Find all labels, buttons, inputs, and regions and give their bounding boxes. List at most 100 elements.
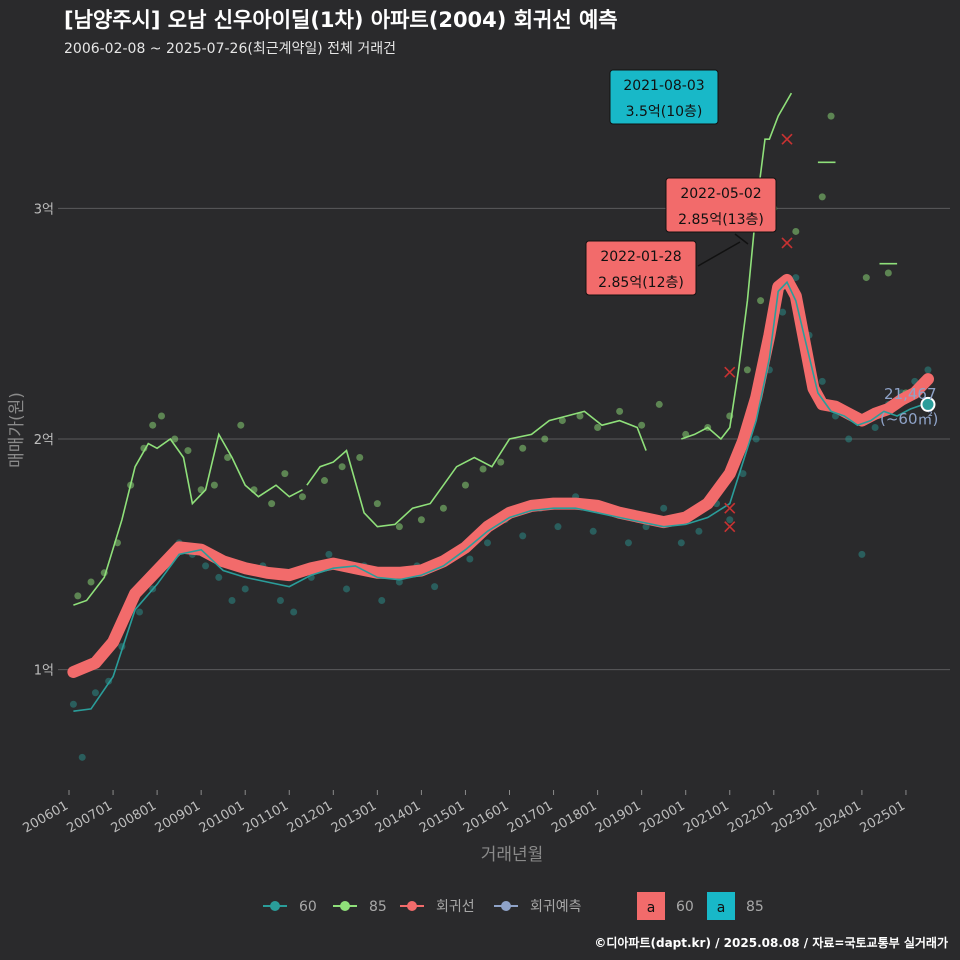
series-line-regression — [67, 273, 934, 678]
data-point-85 — [743, 366, 751, 374]
legend-label-swatch — [637, 892, 665, 920]
legend-marker — [340, 901, 350, 911]
callout-leader — [734, 233, 749, 245]
data-point-85 — [338, 463, 346, 471]
highlight-cross — [724, 366, 736, 378]
legend-marker — [407, 901, 417, 911]
data-point-60 — [325, 550, 333, 558]
data-point-60 — [91, 689, 99, 697]
legend-item-forecast: 회귀예측 — [494, 899, 582, 915]
highlight-cross — [724, 521, 736, 533]
x-tick-label: 202501 — [857, 798, 907, 836]
data-point-85 — [616, 407, 624, 415]
data-point-85 — [497, 458, 505, 466]
data-point-60 — [554, 523, 562, 531]
data-point-85 — [655, 400, 663, 408]
legend: 60 85 회귀선 회귀예측 a 60 a 85 — [263, 892, 764, 920]
x-tick-label: 200901 — [153, 798, 203, 836]
x-tick-label: 201101 — [241, 798, 291, 836]
data-point-60 — [792, 274, 800, 282]
data-point-85 — [87, 578, 95, 586]
legend-item-85: 85 — [333, 899, 387, 915]
data-point-85 — [818, 193, 826, 201]
legend-item-60: 60 — [263, 899, 317, 915]
x-tick-label: 201201 — [285, 798, 335, 836]
x-tick-label: 201401 — [373, 798, 423, 836]
x-tick-label: 200801 — [109, 798, 159, 836]
legend-label: 회귀예측 — [530, 899, 582, 915]
legend-label-glyph: a — [717, 900, 726, 916]
data-point-85 — [827, 112, 835, 120]
y-tick-label: 3억 — [34, 202, 54, 217]
legend-label: 회귀선 — [436, 899, 475, 915]
data-point-85 — [757, 297, 765, 305]
data-point-60 — [135, 608, 143, 616]
data-point-60 — [726, 516, 734, 524]
highlight-layer — [724, 133, 936, 533]
callout-box — [609, 69, 719, 125]
x-tick-label: 201701 — [505, 798, 555, 836]
data-point-60 — [858, 550, 866, 558]
x-axis: 2006012007012008012009012010012011012012… — [21, 790, 908, 836]
data-point-60 — [845, 435, 853, 443]
data-point-60 — [202, 562, 210, 570]
data-point-60 — [818, 377, 826, 385]
data-point-60 — [215, 573, 223, 581]
data-point-60 — [241, 585, 249, 593]
callout-date: 2022-01-28 — [600, 249, 681, 265]
callout-date: 2022-05-02 — [680, 186, 761, 202]
data-point-85 — [594, 424, 602, 431]
data-point-85 — [461, 481, 469, 489]
highlight-cross — [781, 133, 793, 145]
callout-box — [585, 240, 697, 296]
data-point-85 — [638, 421, 646, 429]
data-point-60 — [343, 585, 351, 593]
grid — [58, 207, 950, 671]
data-point-60 — [466, 555, 474, 563]
data-point-60 — [624, 539, 632, 547]
data-point-60 — [871, 424, 879, 431]
legend-label-item-85: a 85 — [707, 892, 764, 920]
callout-date: 2021-08-03 — [623, 78, 704, 94]
series-line-85 — [306, 410, 647, 528]
data-point-60 — [276, 596, 284, 604]
last-point-area: (~60㎡) — [880, 410, 938, 428]
data-point-85 — [558, 417, 566, 425]
callout-value: 2.85억(12층) — [598, 275, 684, 291]
y-tick-label: 2억 — [34, 433, 54, 448]
data-point-85 — [298, 493, 306, 501]
highlight-cross — [724, 502, 736, 514]
data-point-60 — [752, 435, 760, 443]
data-point-85 — [479, 465, 487, 473]
x-tick-label: 201801 — [549, 798, 599, 836]
y-axis-title: 매매가(원) — [7, 392, 27, 468]
legend-label: 60 — [676, 899, 694, 915]
data-point-60 — [660, 504, 668, 512]
x-tick-label: 201301 — [329, 798, 379, 836]
data-point-85 — [792, 227, 800, 235]
data-point-85 — [210, 481, 218, 489]
line-layer — [67, 92, 934, 712]
data-point-60 — [69, 700, 77, 708]
last-point-count: 21,467 — [884, 385, 937, 403]
data-point-60 — [695, 527, 703, 535]
data-point-60 — [739, 470, 747, 478]
callout-box — [665, 177, 777, 233]
chart-subtitle: 2006-02-08 ~ 2025-07-26(최근계약일) 전체 거래건 — [64, 41, 396, 57]
legend-marker — [270, 901, 280, 911]
x-tick-label: 201501 — [417, 798, 467, 836]
data-point-85 — [281, 470, 289, 478]
callout-2021-08-03: 2021-08-03 3.5억(10층) — [609, 69, 719, 125]
callout-2022-05-02: 2022-05-02 2.85억(13층) — [665, 177, 777, 245]
legend-label: 85 — [746, 899, 764, 915]
data-point-85 — [184, 447, 192, 455]
data-point-85 — [439, 504, 447, 512]
data-point-85 — [149, 421, 157, 429]
y-axis: 1억 2억 3억 — [34, 202, 54, 678]
series-line-60 — [73, 280, 924, 712]
data-point-85 — [320, 477, 328, 485]
data-point-85 — [373, 500, 381, 508]
legend-label: 60 — [299, 899, 317, 915]
x-tick-label: 201601 — [461, 798, 511, 836]
